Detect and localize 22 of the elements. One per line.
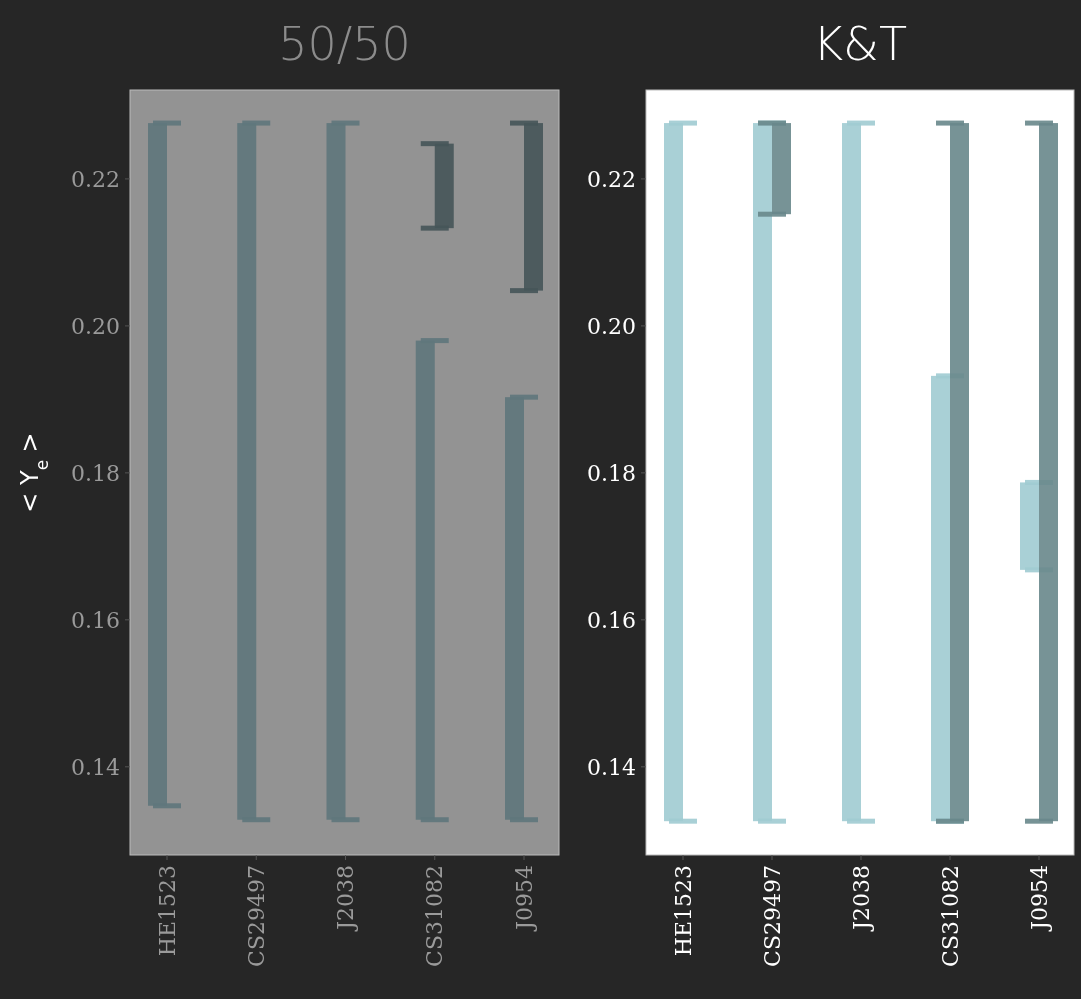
x-tick-label: HE1523 [670, 865, 696, 957]
y-tick-label: 0.14 [587, 754, 636, 780]
x-tick-label: CS31082 [937, 865, 963, 967]
y-tick-label: 0.16 [71, 607, 120, 633]
x-tick-label: J2038 [333, 865, 359, 932]
y-tick-label: 0.22 [587, 166, 636, 192]
y-tick-label: 0.22 [71, 166, 120, 192]
chart-title: K&T [812, 17, 908, 71]
x-tick-label: J2038 [848, 865, 874, 932]
x-tick-label: J0954 [1026, 865, 1052, 932]
x-tick-label: HE1523 [154, 865, 180, 957]
x-tick-label: CS29497 [759, 865, 785, 967]
y-tick-label: 0.20 [71, 313, 120, 339]
y-tick-label: 0.18 [71, 460, 120, 486]
y-tick-label: 0.18 [587, 460, 636, 486]
x-tick-label: CS31082 [422, 865, 448, 967]
x-tick-label: CS29497 [243, 865, 269, 967]
y-tick-label: 0.14 [71, 754, 120, 780]
chart-title: 50/50 [278, 17, 411, 71]
y-tick-label: 0.16 [587, 607, 636, 633]
x-tick-label: J0954 [511, 865, 537, 932]
y-tick-label: 0.20 [587, 313, 636, 339]
